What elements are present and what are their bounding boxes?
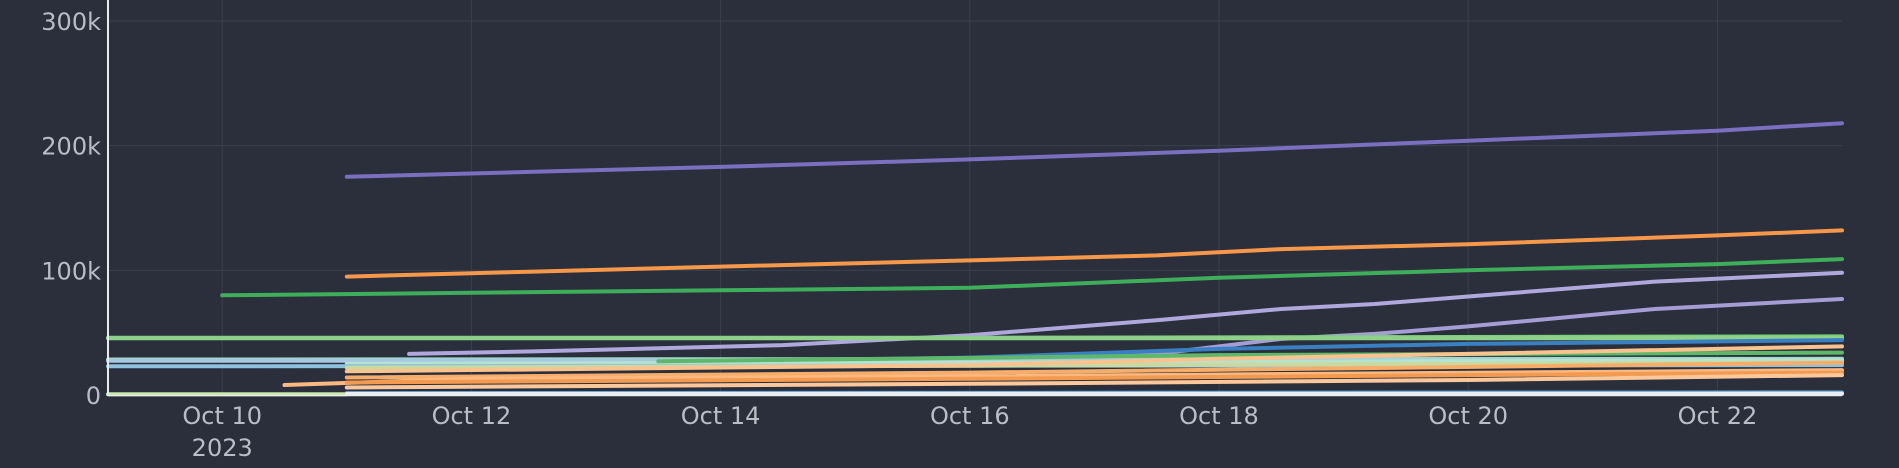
x-tick-label: Oct 20 bbox=[1428, 402, 1508, 430]
x-tick-label: Oct 12 bbox=[432, 402, 512, 430]
y-tick-label: 200k bbox=[41, 133, 101, 161]
x-tick-sublabel: 2023 bbox=[192, 434, 253, 462]
series-line-1 bbox=[344, 121, 1844, 179]
grid bbox=[108, 0, 1842, 395]
tick-labels: Oct 10 2023 Oct 12 Oct 14 Oct 16 Oct 18 Oct 20… bbox=[41, 8, 1757, 462]
axes bbox=[107, 0, 1842, 397]
series-line-18 bbox=[344, 370, 1844, 385]
series-lines bbox=[106, 121, 1844, 397]
series-line-19 bbox=[344, 373, 1844, 390]
series-line-16 bbox=[344, 360, 1844, 380]
series-line-11 bbox=[344, 358, 1844, 366]
series-line-3 bbox=[220, 257, 1844, 298]
x-tick-label: Oct 18 bbox=[1179, 402, 1259, 430]
x-tick-label: Oct 14 bbox=[681, 402, 761, 430]
y-tick-label: 100k bbox=[41, 257, 101, 285]
x-tick-label: Oct 10 bbox=[182, 402, 262, 430]
series-line-2 bbox=[344, 228, 1844, 279]
y-tick-label: 0 bbox=[86, 382, 101, 410]
series-line-15 bbox=[344, 344, 1844, 374]
series-line-14 bbox=[656, 350, 1844, 364]
x-tick-label: Oct 16 bbox=[930, 402, 1010, 430]
series-line-4 bbox=[407, 270, 1844, 356]
x-tick-label: Oct 22 bbox=[1678, 402, 1758, 430]
y-tick-label: 300k bbox=[41, 8, 101, 36]
